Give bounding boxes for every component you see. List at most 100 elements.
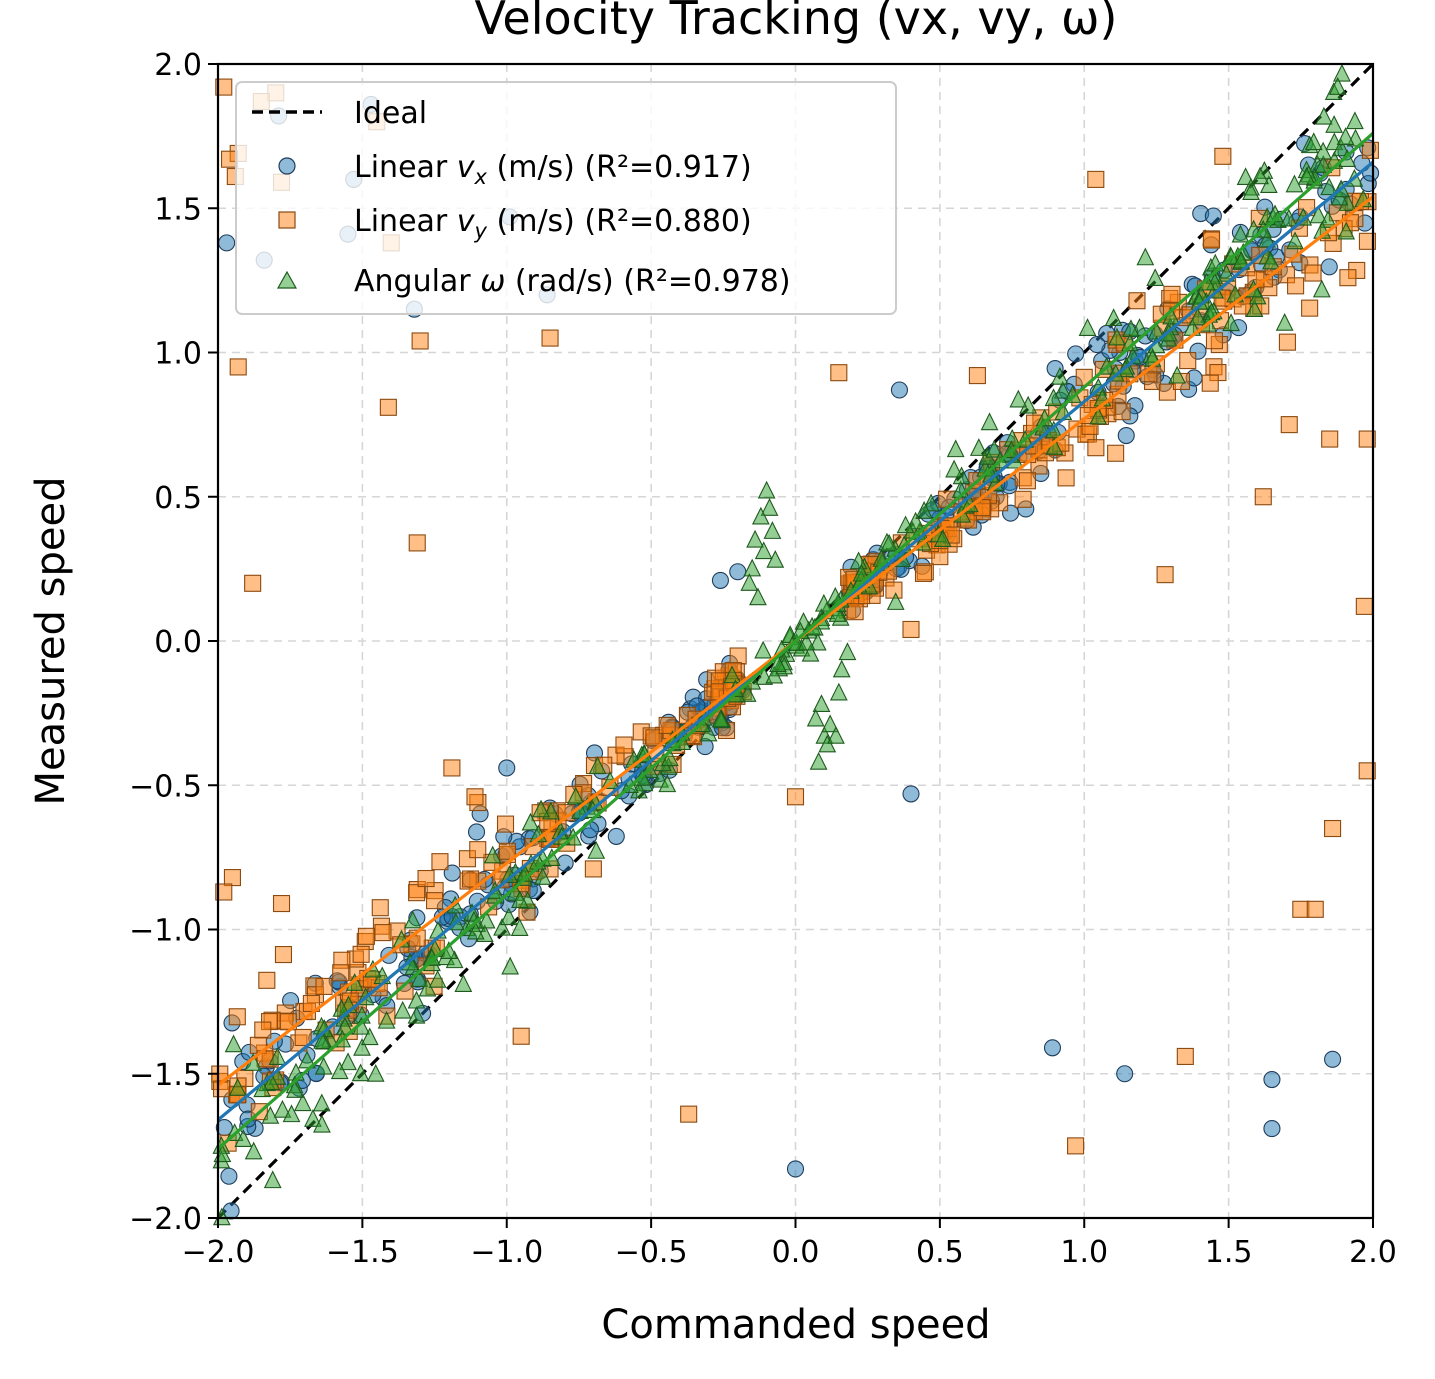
point-vy: [223, 869, 241, 887]
point-vy: [272, 894, 291, 913]
point-omega: [298, 1050, 316, 1069]
y-tick-label: −1.5: [129, 1058, 202, 1093]
point-omega: [407, 990, 426, 1009]
point-vy: [332, 964, 350, 982]
point-vy: [1358, 762, 1376, 780]
point-omega: [228, 1078, 247, 1096]
point-omega: [360, 1027, 379, 1046]
point-omega: [366, 1063, 385, 1082]
point-omega: [510, 890, 529, 908]
point-omega: [1333, 63, 1351, 82]
point-omega: [832, 659, 851, 678]
point-omega: [906, 511, 925, 530]
point-vy: [1287, 277, 1305, 295]
point-vy: [786, 788, 805, 806]
point-vy: [294, 1028, 312, 1047]
point-omega: [262, 1072, 281, 1091]
point-vy: [968, 367, 986, 385]
point-omega: [754, 640, 773, 659]
point-vy: [658, 716, 676, 734]
point-vy: [1179, 352, 1197, 370]
point-vx: [729, 563, 747, 581]
point-omega: [499, 907, 518, 926]
point-vy: [215, 883, 233, 901]
point-vy: [496, 815, 515, 833]
point-omega: [1009, 389, 1028, 408]
point-omega: [410, 969, 429, 988]
point-omega: [915, 501, 934, 519]
point-vy: [466, 788, 484, 806]
point-vy: [1339, 269, 1357, 287]
point-omega: [353, 1037, 371, 1056]
point-omega: [493, 917, 511, 936]
point-omega: [483, 845, 502, 864]
point-omega: [1286, 231, 1304, 250]
point-vx: [1043, 1039, 1062, 1057]
point-omega: [922, 493, 940, 512]
point-vy: [408, 884, 426, 902]
point-vy: [729, 647, 747, 665]
point-vy: [498, 842, 516, 860]
point-omega: [1320, 177, 1339, 196]
point-omega: [407, 1005, 426, 1024]
point-vx: [1263, 1070, 1281, 1089]
point-vy: [274, 945, 293, 964]
point-omega: [1279, 208, 1298, 227]
point-omega: [746, 529, 764, 548]
point-omega: [263, 1170, 282, 1189]
point-vx: [1088, 336, 1106, 354]
ticks: −2.0 −1.5 −1.0 −0.5 0.0 0.5 1.0 1.5 2.0 −2.0 −1.5 −…: [129, 48, 1397, 1270]
point-vx: [467, 823, 486, 841]
point-vy: [254, 1021, 272, 1039]
point-vy: [374, 924, 392, 942]
point-omega: [945, 459, 963, 478]
point-vx: [220, 1167, 238, 1185]
y-tick-label: −0.5: [129, 769, 202, 804]
point-omega: [418, 978, 437, 997]
x-tick-label: 0.0: [772, 1235, 820, 1270]
point-vy: [1358, 232, 1376, 250]
x-tick-label: −0.5: [615, 1235, 688, 1270]
point-vy: [1321, 430, 1339, 448]
point-vy: [1304, 264, 1322, 282]
point-omega: [1231, 224, 1250, 243]
point-omega: [754, 541, 773, 560]
point-omega: [738, 684, 757, 702]
point-omega: [1146, 268, 1165, 287]
point-vy: [1278, 333, 1296, 351]
point-omega: [293, 1093, 312, 1112]
point-omega: [933, 529, 952, 548]
point-omega: [244, 1141, 263, 1160]
point-vy: [357, 927, 375, 945]
point-vx: [1324, 1050, 1342, 1068]
point-omega: [765, 665, 784, 684]
point-omega: [699, 723, 718, 742]
point-vy: [462, 870, 480, 888]
point-omega: [740, 573, 759, 591]
point-omega: [1309, 205, 1328, 224]
point-omega: [1314, 141, 1333, 160]
point-omega: [985, 439, 1004, 458]
point-omega: [749, 587, 767, 606]
point-vy: [379, 398, 397, 416]
point-omega: [1104, 308, 1123, 327]
point-omega: [1251, 166, 1270, 185]
point-omega: [403, 910, 422, 929]
legend-ideal-label: Ideal: [354, 96, 427, 131]
legend-vy-subscript: y: [474, 219, 488, 243]
point-omega: [1188, 307, 1207, 326]
point-omega: [1337, 221, 1356, 240]
point-vy: [443, 759, 461, 777]
point-vy: [1201, 374, 1219, 392]
point-omega: [1258, 229, 1276, 248]
point-omega: [521, 812, 540, 831]
point-omega: [980, 412, 999, 431]
point-omega: [1168, 365, 1187, 384]
point-omega: [757, 480, 776, 499]
point-vy: [315, 977, 333, 995]
point-omega: [808, 632, 827, 651]
point-omega: [809, 751, 828, 770]
point-vy: [431, 853, 449, 871]
point-omega: [466, 921, 485, 940]
point-omega: [1315, 106, 1333, 125]
